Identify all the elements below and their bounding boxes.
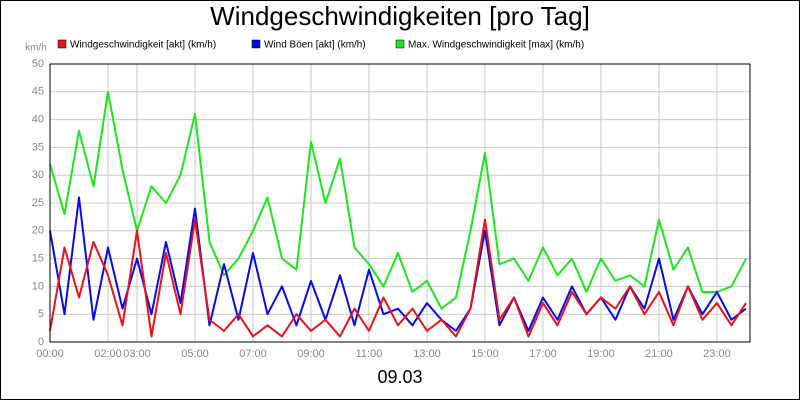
legend-swatch (251, 39, 261, 49)
x-tick-label: 03:00 (123, 348, 151, 360)
x-tick-label: 00:00 (36, 348, 64, 360)
plot-border (49, 63, 751, 343)
legend: Windgeschwindigkeit [akt] (km/h) Wind Böe… (57, 39, 584, 51)
x-tick-label: 17:00 (529, 348, 557, 360)
x-tick-label: 11:00 (356, 348, 383, 360)
y-tick-label: 5 (38, 308, 44, 320)
legend-label: Max. Windgeschwindigkeit [max] (km/h) (408, 40, 584, 51)
legend-label: Windgeschwindigkeit [akt] (km/h) (70, 40, 216, 51)
x-tick-label: 07:00 (239, 348, 267, 360)
y-tick-label: 20 (32, 225, 44, 237)
y-tick-label: 15 (32, 253, 44, 265)
x-tick-label: 15:00 (471, 348, 499, 360)
y-tick-label: 35 (32, 141, 44, 153)
x-tick-label: 13:00 (413, 348, 441, 360)
x-tick-label: 19:00 (587, 348, 615, 360)
y-tick-label: 30 (32, 169, 44, 181)
legend-swatch (395, 39, 405, 49)
x-tick-label: 21:00 (645, 348, 673, 360)
chart-title: Windgeschwindigkeiten [pro Tag] (210, 1, 590, 31)
series-line (49, 90, 747, 310)
y-tick-label: 50 (32, 58, 44, 70)
y-axis-label: km/h (25, 43, 47, 54)
y-tick-label: 10 (32, 280, 44, 292)
y-tick-label: 45 (32, 86, 44, 98)
y-tick-label: 25 (32, 197, 44, 209)
x-tick-label: 09:00 (297, 348, 325, 360)
legend-swatch (57, 39, 67, 49)
y-tick-label: 40 (32, 114, 44, 126)
x-tick-label: 02:00 (94, 348, 122, 360)
legend-label: Wind Böen [akt] (km/h) (264, 40, 366, 51)
x-tick-label: 05:00 (181, 348, 209, 360)
y-tick-label: 0 (38, 336, 44, 348)
series-line (49, 218, 747, 338)
x-axis-label: 09.03 (377, 367, 422, 387)
x-tick-label: 23:00 (703, 348, 731, 360)
